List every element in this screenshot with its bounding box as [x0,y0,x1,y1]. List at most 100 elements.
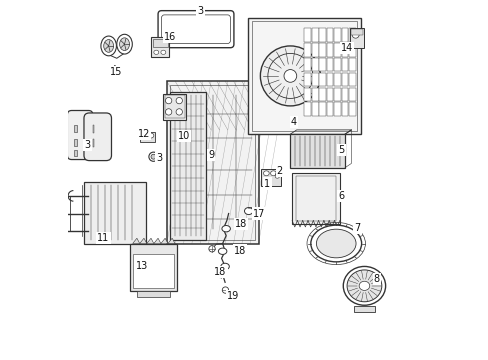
Bar [304,43,310,57]
Bar [333,87,340,101]
Ellipse shape [217,271,223,278]
Bar [133,254,174,288]
Bar [304,87,310,101]
FancyBboxPatch shape [67,111,93,159]
Ellipse shape [176,98,182,104]
Ellipse shape [165,98,171,104]
Bar [319,43,325,57]
Bar [333,28,340,42]
Bar [326,102,333,116]
Ellipse shape [358,281,369,291]
Text: 3: 3 [197,6,203,15]
Ellipse shape [346,270,381,302]
Ellipse shape [343,266,385,305]
Text: 13: 13 [136,261,148,271]
Bar [74,125,77,132]
Ellipse shape [120,38,129,50]
Text: 9: 9 [207,150,214,160]
Text: 6: 6 [338,191,344,201]
Text: 14: 14 [340,43,352,53]
Bar [304,58,310,71]
Bar [247,18,360,134]
Ellipse shape [270,171,276,176]
Text: 8: 8 [373,274,379,284]
Bar [341,58,347,71]
Bar [93,125,94,133]
Polygon shape [154,238,161,243]
Bar [311,73,318,86]
FancyBboxPatch shape [161,15,230,44]
Bar [291,173,339,224]
Bar [326,87,333,101]
Bar [74,150,77,156]
FancyBboxPatch shape [158,11,233,48]
Bar [152,39,167,48]
Bar [261,169,280,186]
Ellipse shape [161,50,165,54]
Text: 10: 10 [177,131,189,141]
Bar [290,134,345,168]
Ellipse shape [284,69,296,82]
FancyBboxPatch shape [84,113,111,161]
Ellipse shape [267,53,312,98]
Bar [251,21,357,131]
Bar [350,29,362,35]
Bar [326,73,333,86]
Bar [304,102,310,116]
Bar [163,94,186,120]
Polygon shape [146,238,154,243]
Bar [348,73,355,86]
Ellipse shape [263,171,269,176]
Text: 17: 17 [253,208,265,219]
Polygon shape [161,238,167,243]
Bar [333,102,340,116]
Text: 3: 3 [156,153,162,163]
Polygon shape [132,238,140,243]
Bar [341,73,347,86]
Text: 12: 12 [138,129,150,139]
Bar [348,28,355,42]
Ellipse shape [316,229,355,258]
Bar [304,28,310,42]
Bar [326,58,333,71]
Ellipse shape [117,34,132,54]
Ellipse shape [208,246,215,252]
Bar [348,87,355,101]
Bar [348,43,355,57]
Ellipse shape [275,175,279,178]
Ellipse shape [222,225,230,232]
Bar [166,81,258,243]
Bar [93,139,94,147]
Ellipse shape [222,287,228,293]
Text: 19: 19 [226,292,239,301]
Bar [319,102,325,116]
Bar [333,73,340,86]
Bar [326,43,333,57]
Bar [137,291,170,297]
Bar [319,58,325,71]
Text: 16: 16 [164,32,176,42]
Bar [304,73,310,86]
Ellipse shape [244,207,252,215]
Ellipse shape [260,46,320,106]
Bar [151,37,169,57]
Bar [341,87,347,101]
Ellipse shape [310,225,361,262]
Bar [170,92,205,240]
Polygon shape [167,238,175,243]
Ellipse shape [165,109,171,115]
Bar [84,182,145,243]
Bar [295,176,336,221]
Bar [311,43,318,57]
Ellipse shape [142,133,147,138]
Bar [170,85,255,240]
Text: 18: 18 [234,246,246,256]
Bar [74,139,77,146]
Bar [319,87,325,101]
Ellipse shape [148,133,154,138]
Text: 3: 3 [84,140,90,150]
Text: 7: 7 [353,222,360,233]
Bar [353,306,374,312]
Ellipse shape [148,152,158,161]
Ellipse shape [101,36,116,56]
